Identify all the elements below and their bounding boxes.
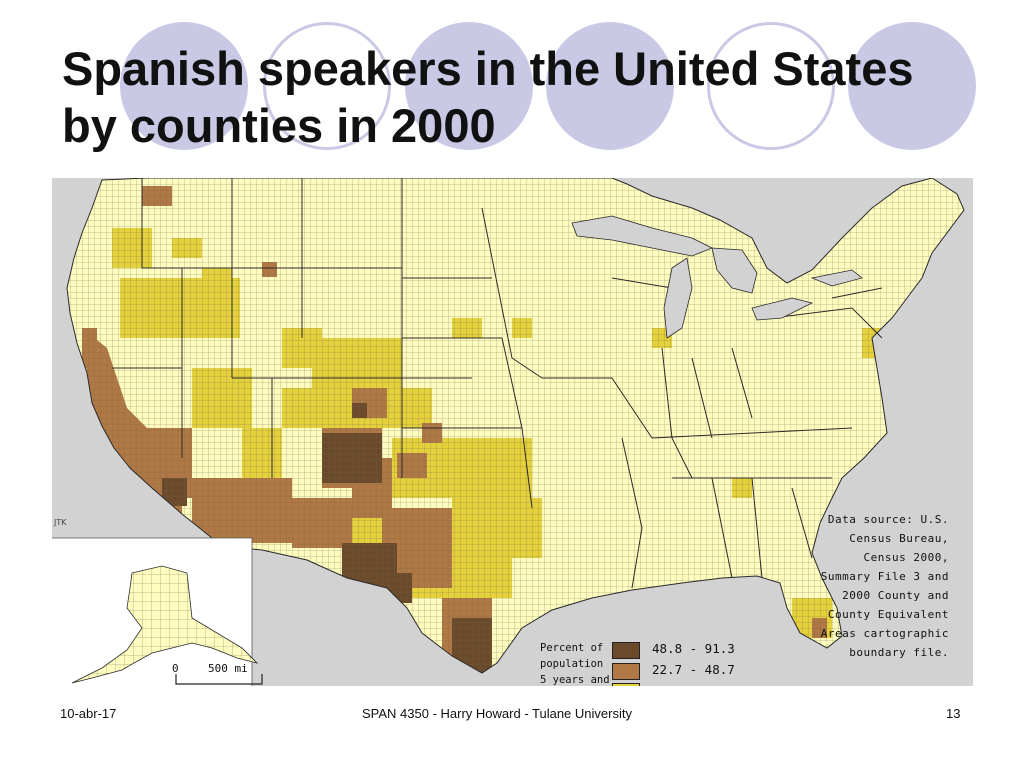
data-source-line: 2000 County and [842,589,949,602]
map-credit: JTK [54,518,67,527]
decorative-circle [707,22,835,150]
map-canvas [52,178,965,686]
decorative-circle [848,22,976,150]
decorative-circle [263,22,391,150]
data-source-line: Data source: U.S. [827,513,949,526]
us-county-map: JTK Data source: U.S. Census Bureau, Cen… [52,178,973,686]
data-source-line: Census 2000, [863,551,949,564]
legend-range-highest: 48.8 - 91.3 [652,641,735,656]
legend-title-line: Percent of [540,642,604,654]
scale-start: 0 [172,662,179,675]
data-source-line: County Equivalent [827,608,949,621]
decorative-circle [405,22,533,150]
decorative-circle [120,22,248,150]
data-source-line: Areas cartographic [820,627,949,640]
legend-title-line: population [540,658,604,670]
data-source-line: Census Bureau, [849,532,949,545]
legend-title-line: 5 years and [540,674,610,686]
state-borders [66,178,965,674]
data-source-note: Data source: U.S. Census Bureau, Census … [821,510,949,662]
legend-swatch-high [612,663,640,680]
legend-title: Percent of population 5 years and [540,640,610,686]
footer-page-number: 13 [946,706,961,721]
decorative-circle [546,22,674,150]
data-source-line: Summary File 3 and [820,570,949,583]
slide-title: Spanish speakers in the United States by… [62,42,914,152]
scale-bar [175,674,263,685]
legend-swatch-mid [612,683,640,686]
scale-end: 500 mi [208,662,248,675]
data-source-line: boundary file. [849,646,949,659]
footer-course: SPAN 4350 - Harry Howard - Tulane Univer… [362,706,632,721]
legend-swatch-highest [612,642,640,659]
alaska-inset [52,537,259,686]
footer-date: 10-abr-17 [60,706,117,721]
great-lakes [571,215,863,339]
legend-range-high: 22.7 - 48.7 [652,662,735,677]
